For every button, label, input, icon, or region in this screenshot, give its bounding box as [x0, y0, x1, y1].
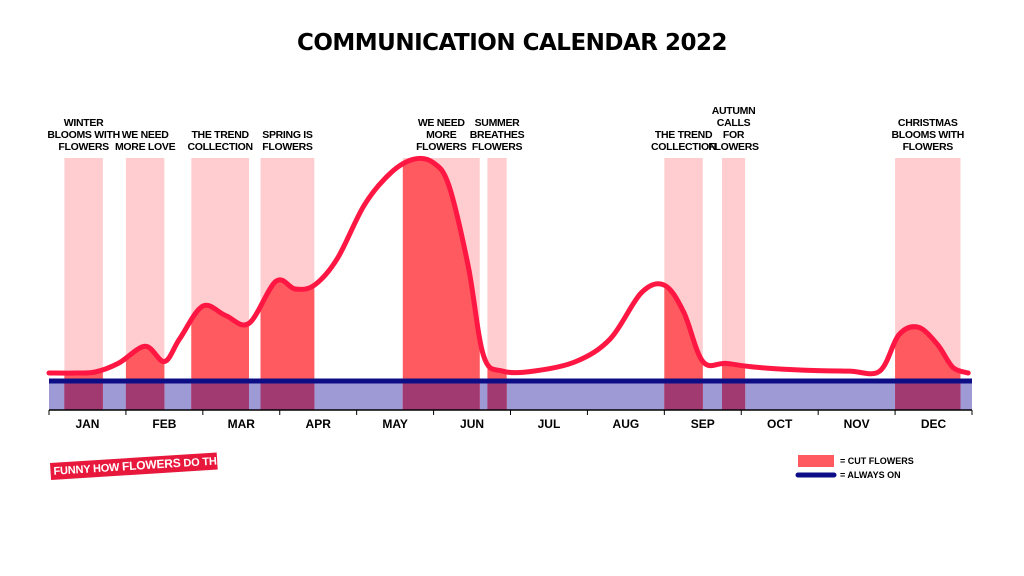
brand-text-2: FLOWERS: [121, 455, 181, 474]
campaign-label-line: AUTUMN: [712, 105, 756, 117]
campaign-label-line: MORE LOVE: [115, 141, 176, 153]
campaign-label-line: CHRISTMAS: [898, 117, 958, 129]
x-tick-label-mar: MAR: [228, 417, 256, 431]
cut-flowers-line: [46, 155, 971, 377]
campaign-overlap-7: [664, 381, 703, 410]
campaign-overlap-8: [722, 381, 746, 410]
always-on-area-fill: [49, 381, 972, 410]
x-tick-label-jul: JUL: [538, 417, 561, 431]
legend: = CUT FLOWERS = ALWAYS ON: [795, 455, 914, 480]
campaign-overlap-1: [64, 381, 103, 410]
x-tick-label-sep: SEP: [691, 417, 715, 431]
campaign-label-line: FLOWERS: [903, 141, 954, 153]
campaign-label-line: SPRING IS: [262, 129, 313, 141]
campaign-label-line: FLOWERS: [416, 141, 467, 153]
campaign-label-line: COLLECTION: [188, 141, 253, 153]
legend-label-cut-flowers: = CUT FLOWERS: [840, 456, 914, 466]
always-on-area: [49, 381, 972, 410]
campaign-label-line: MORE: [426, 129, 457, 141]
x-tick-label-nov: NOV: [844, 417, 870, 431]
campaign-label-line: THE TREND: [191, 129, 249, 141]
campaign-overlap-9: [895, 381, 961, 410]
campaign-label-line: BLOOMS WITH: [47, 129, 120, 141]
campaign-label-line: WE NEED: [418, 117, 466, 129]
campaign-label-line: THE TREND: [655, 129, 713, 141]
campaign-label-line: COLLECTION: [651, 141, 716, 153]
campaign-overlap-6: [487, 381, 507, 410]
cut-flowers-curve: [46, 155, 971, 377]
legend-label-always-on: = ALWAYS ON: [840, 470, 901, 480]
legend-swatch-cut-flowers: [798, 455, 834, 467]
campaign-label-line: WINTER: [64, 117, 104, 129]
x-tick-label-oct: OCT: [767, 417, 793, 431]
campaign-overlap-4: [260, 381, 315, 410]
campaign-label-line: FLOWERS: [708, 141, 759, 153]
campaign-label-line: FLOWERS: [262, 141, 313, 153]
campaign-label-line: FLOWERS: [472, 141, 523, 153]
x-axis: JAN FEB MAR APR MAY JUN JUL AUG SEP OCT NOV DEC: [48, 409, 973, 431]
campaign-label-line: BLOOMS WITH: [892, 129, 965, 141]
campaign-label-line: FOR: [723, 129, 745, 141]
campaign-label-line: WE NEED: [122, 129, 170, 141]
brand-text-1: FUNNY HOW: [53, 461, 123, 478]
x-tick-label-may: MAY: [382, 417, 408, 431]
campaign-label-line: CALLS: [717, 117, 751, 129]
campaign-band-8: [722, 158, 746, 410]
x-tick-label-jan: JAN: [75, 417, 99, 431]
campaign-overlap-3: [191, 381, 249, 410]
campaign-label-line: BREATHES: [470, 129, 525, 141]
campaign-band-6: [487, 158, 507, 410]
campaign-overlap-2: [125, 381, 165, 410]
brand-text-4: .co.uk: [229, 455, 247, 463]
campaign-label-line: SUMMER: [475, 117, 521, 129]
campaign-band-1: [64, 158, 103, 410]
x-tick-label-apr: APR: [306, 417, 332, 431]
campaign-label-line: FLOWERS: [58, 141, 109, 153]
x-tick-label-jun: JUN: [460, 417, 484, 431]
campaign-overlap-5: [402, 381, 480, 410]
x-tick-label-dec: DEC: [921, 417, 947, 431]
x-tick-label-feb: FEB: [152, 417, 176, 431]
x-tick-label-aug: AUG: [613, 417, 640, 431]
chart-title: COMMUNICATION CALENDAR 2022: [297, 30, 727, 56]
